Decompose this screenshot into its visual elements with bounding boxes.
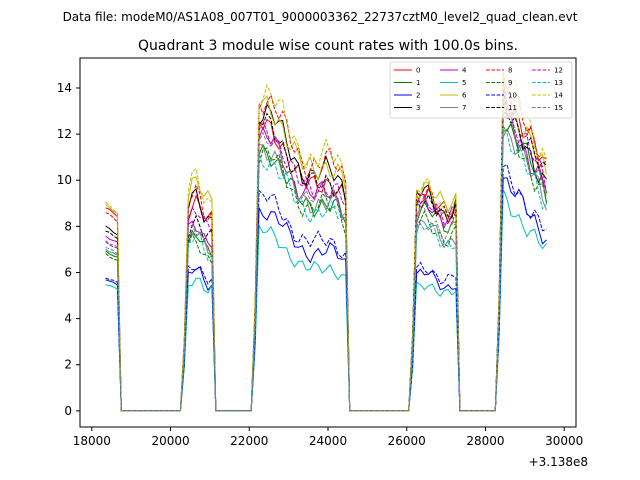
legend-label-10: 10: [508, 92, 517, 100]
x-axis: 18000 20000 22000 24000 26000 28000 30000: [73, 427, 583, 448]
x-tick-label: 30000: [545, 434, 583, 448]
legend-label-0: 0: [416, 67, 420, 75]
x-tick-label: 28000: [466, 434, 504, 448]
legend-label-5: 5: [462, 79, 466, 87]
legend-label-2: 2: [416, 92, 420, 100]
legend-label-4: 4: [462, 67, 467, 75]
y-axis: 0 2 4 6 8 10 12 14: [57, 81, 80, 418]
chart-title: Quadrant 3 module wise count rates with …: [138, 38, 518, 54]
legend-label-3: 3: [416, 104, 420, 112]
legend-label-1: 1: [416, 79, 420, 87]
legend-label-11: 11: [508, 104, 517, 112]
suptitle: Data file: modeM0/AS1A08_007T01_90000033…: [63, 10, 578, 24]
legend-label-14: 14: [554, 92, 563, 100]
legend-label-13: 13: [554, 79, 563, 87]
series-line-15: [105, 108, 547, 412]
y-tick-label: 2: [64, 358, 72, 372]
legend-label-6: 6: [462, 92, 467, 100]
y-tick-label: 6: [64, 265, 72, 279]
y-tick-label: 14: [57, 81, 72, 95]
legend-box: [389, 61, 573, 119]
legend-label-15: 15: [554, 104, 563, 112]
x-tick-label: 22000: [230, 434, 268, 448]
legend-label-12: 12: [554, 67, 563, 75]
x-tick-label: 26000: [388, 434, 426, 448]
x-offset-label: +3.138e8: [529, 455, 588, 469]
x-tick-label: 18000: [73, 434, 111, 448]
legend-label-9: 9: [508, 79, 512, 87]
legend-label-7: 7: [462, 104, 466, 112]
y-tick-label: 8: [64, 219, 72, 233]
x-tick-label: 20000: [151, 434, 189, 448]
x-tick-label: 24000: [309, 434, 347, 448]
y-tick-label: 12: [57, 127, 72, 141]
y-tick-label: 0: [64, 404, 72, 418]
y-tick-label: 10: [57, 173, 72, 187]
plot-area: [79, 57, 577, 428]
legend-label-8: 8: [508, 67, 512, 75]
y-tick-label: 4: [64, 312, 72, 326]
